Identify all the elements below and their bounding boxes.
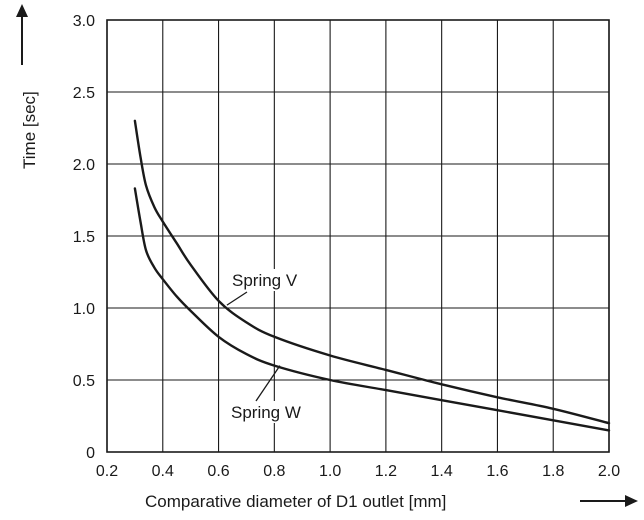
annotation-spring-w-leader: [255, 365, 281, 402]
y-tick-label: 2.0: [73, 157, 95, 174]
x-tick-label: 0.4: [152, 463, 174, 480]
x-tick-label: 1.8: [542, 463, 564, 480]
y-tick-label: 0: [86, 445, 95, 462]
series-line-spring-v: [133, 119, 611, 425]
y-tick-label: 2.5: [73, 85, 95, 102]
x-tick-label: 1.2: [375, 463, 397, 480]
x-tick-label: 1.6: [486, 463, 508, 480]
x-tick-label: 2.0: [598, 463, 620, 480]
axis-arrows: [16, 4, 638, 507]
annotation-spring-w-bg: [228, 401, 322, 423]
y-tick-label: 3.0: [73, 13, 95, 30]
annotation-spring-v-leader: [226, 291, 248, 306]
y-tick-label: 1.0: [73, 301, 95, 318]
series-layer: [133, 119, 611, 432]
x-axis-arrowhead: [625, 495, 638, 507]
x-tick-label: 0.8: [263, 463, 285, 480]
y-tick-label: 1.5: [73, 229, 95, 246]
annotation-spring-v-bg: [229, 269, 323, 291]
grid: [106, 19, 610, 453]
y-tick-label: 0.5: [73, 373, 95, 390]
y-axis-arrowhead: [16, 4, 28, 17]
annotation-spring-v: Spring V: [232, 271, 298, 290]
series-line-spring-w: [133, 187, 611, 432]
annotations: Spring V Spring W: [226, 269, 323, 423]
y-axis-title: Time [sec]: [20, 91, 39, 169]
annotation-spring-w: Spring W: [231, 403, 301, 422]
x-tick-label: 1.4: [431, 463, 453, 480]
x-tick-label: 0.6: [207, 463, 229, 480]
tick-labels: 0.2 0.4 0.6 0.8 1.0 1.2 1.4 1.6 1.8 2.0 0 0.5 1.0 1.5…: [73, 13, 620, 480]
x-axis-title: Comparative diameter of D1 outlet [mm]: [145, 492, 446, 511]
x-tick-label: 1.0: [319, 463, 341, 480]
x-tick-label: 0.2: [96, 463, 118, 480]
